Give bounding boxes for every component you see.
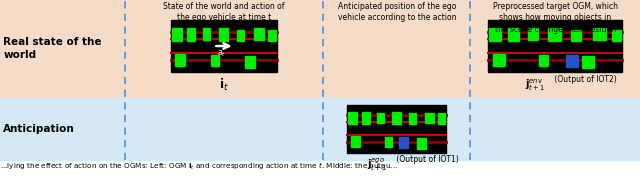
Bar bbox=[362, 112, 370, 124]
Bar bbox=[351, 137, 360, 147]
Bar bbox=[409, 114, 415, 124]
Bar bbox=[488, 20, 622, 72]
Bar bbox=[377, 113, 384, 123]
Text: $a_t$: $a_t$ bbox=[218, 49, 227, 59]
Text: ...lying the effect of action on the OGMs: Left: OGM $\mathbf{i}_t$ and correspo: ...lying the effect of action on the OGM… bbox=[0, 161, 398, 172]
Text: $\mathbf{i}_t$: $\mathbf{i}_t$ bbox=[219, 77, 229, 93]
Bar bbox=[187, 28, 195, 41]
Text: Anticipation: Anticipation bbox=[3, 124, 75, 134]
Text: (Output of IOT2): (Output of IOT2) bbox=[552, 75, 617, 84]
Bar bbox=[172, 20, 277, 72]
Bar bbox=[582, 56, 594, 68]
Bar bbox=[438, 114, 445, 124]
Bar bbox=[175, 54, 185, 66]
Text: $\mathbf{j}_{t+1}^{ego}$: $\mathbf{j}_{t+1}^{ego}$ bbox=[367, 156, 387, 173]
Bar bbox=[348, 112, 357, 124]
Bar bbox=[237, 29, 244, 41]
Bar bbox=[392, 112, 401, 124]
Bar bbox=[219, 28, 228, 41]
Bar bbox=[508, 28, 519, 41]
Bar bbox=[0, 98, 640, 160]
Bar bbox=[593, 29, 606, 40]
Bar bbox=[424, 113, 435, 123]
Bar bbox=[612, 29, 621, 41]
Text: State of the world and action of
the ego vehicle at time t: State of the world and action of the ego… bbox=[163, 2, 285, 22]
Bar bbox=[490, 28, 502, 41]
Text: (Output of IOT1): (Output of IOT1) bbox=[394, 155, 458, 164]
Bar bbox=[253, 29, 264, 40]
Bar bbox=[211, 55, 219, 66]
Text: Anticipated position of the ego
vehicle according to the action: Anticipated position of the ego vehicle … bbox=[337, 2, 456, 22]
Text: $\mathbf{j}_{t+1}^{env}$: $\mathbf{j}_{t+1}^{env}$ bbox=[525, 77, 545, 93]
Bar bbox=[493, 54, 506, 66]
Bar bbox=[417, 138, 426, 149]
Bar bbox=[0, 0, 640, 98]
Bar bbox=[268, 29, 276, 41]
Bar bbox=[566, 55, 578, 67]
Bar bbox=[528, 29, 538, 40]
Bar bbox=[399, 137, 408, 148]
Bar bbox=[172, 28, 182, 41]
Bar bbox=[203, 29, 211, 40]
Text: Real state of the
world: Real state of the world bbox=[3, 37, 102, 60]
Bar bbox=[572, 29, 580, 41]
Bar bbox=[548, 28, 561, 41]
Bar bbox=[539, 55, 548, 66]
Bar bbox=[245, 56, 255, 68]
Text: Preprocessed target OGM, which
shows how moving objects in
the scene change thei: Preprocessed target OGM, which shows how… bbox=[493, 2, 618, 34]
Bar bbox=[347, 105, 447, 153]
Bar bbox=[385, 137, 392, 147]
